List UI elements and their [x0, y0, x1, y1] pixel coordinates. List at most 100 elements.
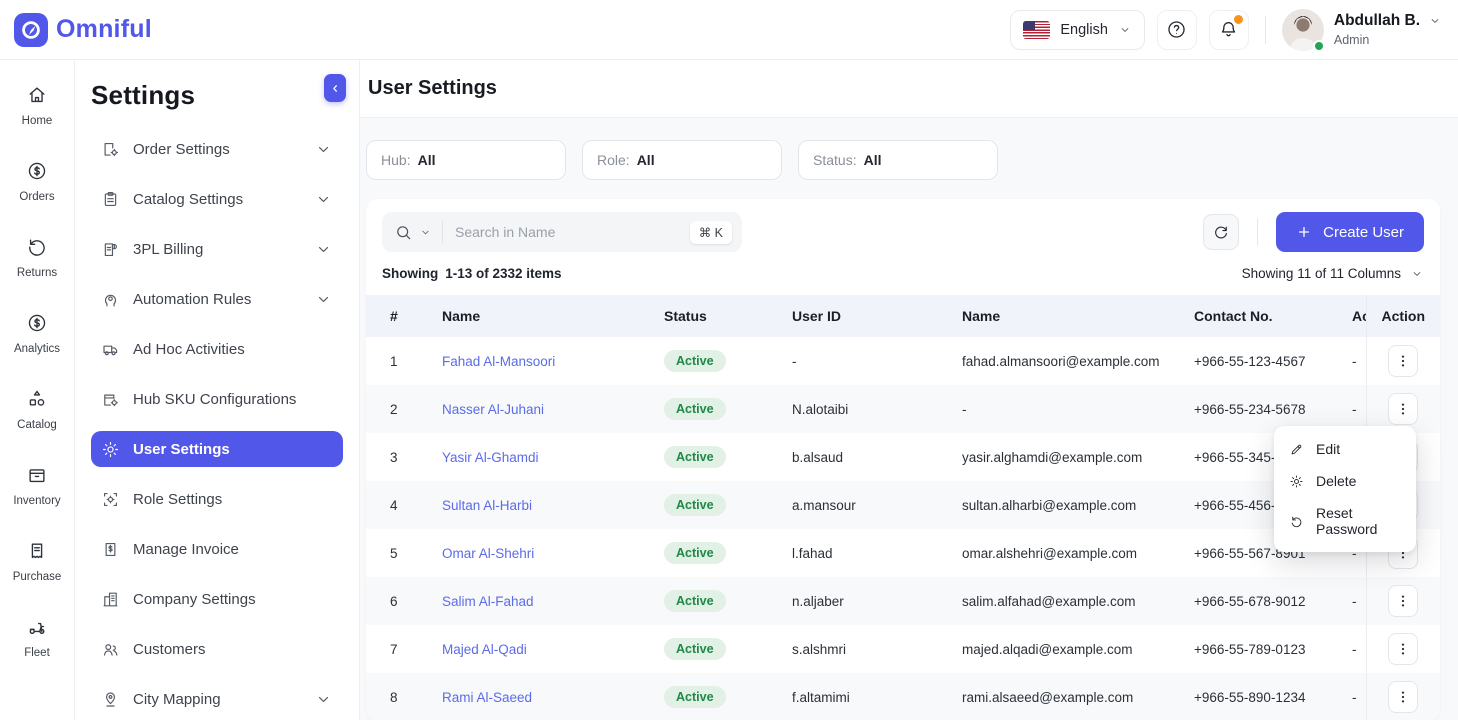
truncated-cell: - — [1352, 689, 1357, 705]
sidebar-item-customers[interactable]: Customers — [91, 631, 343, 667]
toolbar-actions: Create User — [1203, 212, 1424, 252]
chevron-down-icon — [1118, 23, 1132, 37]
pin-icon — [101, 690, 120, 709]
row-number: 6 — [390, 593, 398, 609]
contact-cell: +966-55-890-1234 — [1194, 689, 1306, 705]
list-meta: Showing 1-13 of 2332 items Showing 11 of… — [366, 262, 1440, 295]
user-name-link[interactable]: Sultan Al-Harbi — [442, 497, 533, 513]
user-name-link[interactable]: Rami Al-Saeed — [442, 689, 533, 705]
sidebar-item-automation-rules[interactable]: Automation Rules — [91, 281, 343, 317]
search-scope-chevron-icon[interactable] — [419, 226, 432, 239]
sidebar-item-3pl-billing[interactable]: 3PL Billing — [91, 231, 343, 267]
rail-item-inventory[interactable]: Inventory — [0, 464, 74, 507]
user-name-link[interactable]: Salim Al-Fahad — [442, 593, 534, 609]
row-actions-button[interactable] — [1388, 633, 1419, 665]
user-id-cell: n.aljaber — [792, 593, 844, 609]
user-name-link[interactable]: Omar Al-Shehri — [442, 545, 535, 561]
table-row: 8 Rami Al-Saeed Active f.altamimi rami.a… — [366, 673, 1440, 720]
truncated-cell: - — [1352, 641, 1357, 657]
language-selector[interactable]: English — [1010, 9, 1145, 50]
sidebar-item-user-settings[interactable]: User Settings — [91, 431, 343, 467]
status-badge: Active — [664, 638, 726, 660]
column-header-ac-6: Ac — [1340, 295, 1366, 337]
rail-item-fleet[interactable]: Fleet — [0, 616, 74, 659]
row-number: 5 — [390, 545, 398, 561]
row-number: 8 — [390, 689, 398, 705]
row-number: 1 — [390, 353, 398, 369]
toolbar-divider — [1257, 218, 1259, 246]
user-id-cell: a.mansour — [792, 497, 856, 513]
filter-role[interactable]: Role: All — [582, 140, 782, 180]
sidebar-item-company-settings[interactable]: Company Settings — [91, 581, 343, 617]
filter-status[interactable]: Status: All — [798, 140, 998, 180]
search-bar[interactable]: ⌘ K — [382, 212, 742, 252]
user-id-cell: N.alotaibi — [792, 401, 849, 417]
box-gear-icon — [101, 390, 120, 409]
rail-item-returns[interactable]: Returns — [0, 236, 74, 279]
email-cell: rami.alsaeed@example.com — [962, 689, 1134, 705]
contact-cell: +966-55-123-4567 — [1194, 353, 1306, 369]
user-name: Abdullah B. — [1333, 12, 1420, 29]
app-logo[interactable]: Omniful — [14, 12, 152, 47]
column-visibility-toggle[interactable]: Showing 11 of 11 Columns — [1242, 266, 1424, 281]
truncated-cell: - — [1352, 545, 1357, 561]
search-input[interactable] — [455, 224, 690, 240]
menu-item-reset-password[interactable]: Reset Password — [1274, 497, 1416, 545]
rail-item-orders[interactable]: Orders — [0, 160, 74, 203]
rail-item-purchase[interactable]: Purchase — [0, 540, 74, 583]
user-name-link[interactable]: Nasser Al-Juhani — [442, 401, 545, 417]
bell-icon — [1218, 19, 1239, 40]
row-actions-button[interactable] — [1388, 585, 1419, 617]
menu-item-edit[interactable]: Edit — [1274, 433, 1416, 465]
user-name-link[interactable]: Fahad Al-Mansoori — [442, 353, 556, 369]
sidebar-item-manage-invoice[interactable]: Manage Invoice — [91, 531, 343, 567]
plus-icon — [1296, 224, 1312, 240]
collapse-sidebar-button[interactable] — [324, 74, 346, 102]
user-name-link[interactable]: Majed Al-Qadi — [442, 641, 527, 657]
kebab-icon — [1395, 353, 1411, 369]
status-badge: Active — [664, 350, 726, 372]
filter-hub[interactable]: Hub: All — [366, 140, 566, 180]
user-menu[interactable]: Abdullah B. Admin — [1281, 8, 1442, 52]
page-title: User Settings — [368, 77, 497, 99]
rail-item-analytics[interactable]: Analytics — [0, 312, 74, 355]
edit-icon — [1289, 442, 1304, 457]
gear-icon — [101, 440, 120, 459]
purchase-icon — [26, 540, 48, 562]
menu-item-delete[interactable]: Delete — [1274, 465, 1416, 497]
sidebar-item-ad-hoc-activities[interactable]: Ad Hoc Activities — [91, 331, 343, 367]
chevron-down-icon — [969, 153, 983, 167]
header-divider — [1264, 15, 1266, 44]
main-content: User Settings Hub: All Role: All Status:… — [360, 60, 1458, 720]
row-actions-button[interactable] — [1388, 393, 1419, 425]
inventory-icon — [26, 464, 48, 486]
clipboard-icon — [101, 190, 120, 209]
sidebar-item-city-mapping[interactable]: City Mapping — [91, 681, 343, 717]
table-row: 6 Salim Al-Fahad Active n.aljaber salim.… — [366, 577, 1440, 625]
status-badge: Active — [664, 494, 726, 516]
contact-cell: +966-55-234-5678 — [1194, 401, 1306, 417]
reset-icon — [1289, 514, 1304, 529]
rail-item-home[interactable]: Home — [0, 84, 74, 127]
sidebar-item-role-settings[interactable]: Role Settings — [91, 481, 343, 517]
user-name-link[interactable]: Yasir Al-Ghamdi — [442, 449, 539, 465]
help-button[interactable] — [1156, 9, 1197, 50]
sidebar-item-catalog-settings[interactable]: Catalog Settings — [91, 181, 343, 217]
rail-item-catalog[interactable]: Catalog — [0, 388, 74, 431]
email-cell: sultan.alharbi@example.com — [962, 497, 1137, 513]
row-number: 3 — [390, 449, 398, 465]
column-header-action-7: Action — [1365, 295, 1440, 337]
status-badge: Active — [664, 398, 726, 420]
create-user-button[interactable]: Create User — [1276, 212, 1424, 252]
table-toolbar: ⌘ K Create User — [366, 199, 1440, 262]
chevron-down-icon — [314, 290, 333, 309]
row-actions-button[interactable] — [1388, 681, 1419, 713]
notifications-button[interactable] — [1208, 9, 1249, 50]
row-actions-button[interactable] — [1388, 345, 1419, 377]
user-id-cell: l.fahad — [792, 545, 833, 561]
brand-name: Omniful — [56, 15, 152, 43]
status-badge: Active — [664, 446, 726, 468]
refresh-button[interactable] — [1203, 214, 1240, 250]
sidebar-item-order-settings[interactable]: Order Settings — [91, 131, 343, 167]
sidebar-item-hub-sku-configurations[interactable]: Hub SKU Configurations — [91, 381, 343, 417]
